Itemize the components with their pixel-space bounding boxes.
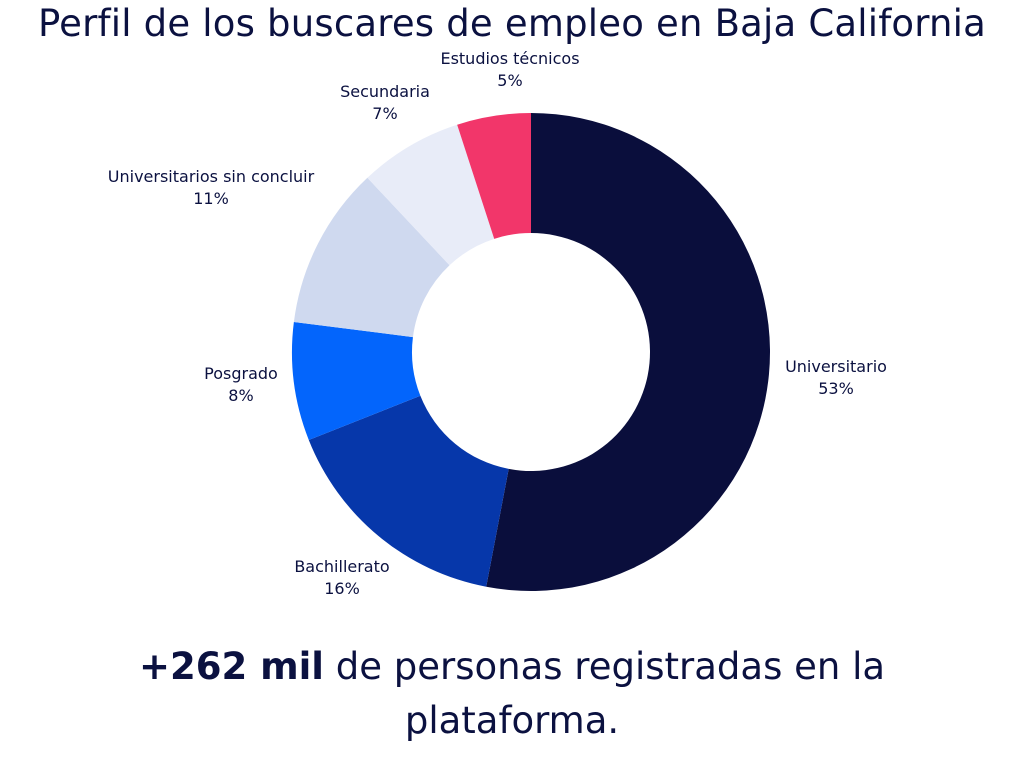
footer-caption: +262 mil de personas registradas en la p… [62,640,962,748]
slice-label: Estudios técnicos [440,49,579,68]
slice-value-label: 8% [228,386,253,405]
slice-value-label: 16% [324,579,360,598]
slice-universitarios-sin-concluir [293,177,450,338]
footer-text: de personas registradas en la plataforma… [324,645,886,742]
slice-label: Universitarios sin concluir [108,167,315,186]
slice-value-label: 7% [372,104,397,123]
slice-label: Posgrado [204,364,278,383]
slice-value-label: 11% [193,189,229,208]
chart-title: Perfil de los buscares de empleo en Baja… [37,2,987,45]
slice-bachillerato [308,395,509,587]
slice-universitario [486,113,770,591]
slice-value-label: 5% [497,71,522,90]
slice-value-label: 53% [818,379,854,398]
footer-highlight: +262 mil [138,645,324,688]
slice-posgrado [291,322,421,440]
slice-label: Bachillerato [294,557,389,576]
slice-label: Secundaria [340,82,430,101]
slice-secundaria [367,124,495,266]
slice-label: Universitario [785,357,887,376]
slice-estudios-t-cnicos [457,113,531,239]
